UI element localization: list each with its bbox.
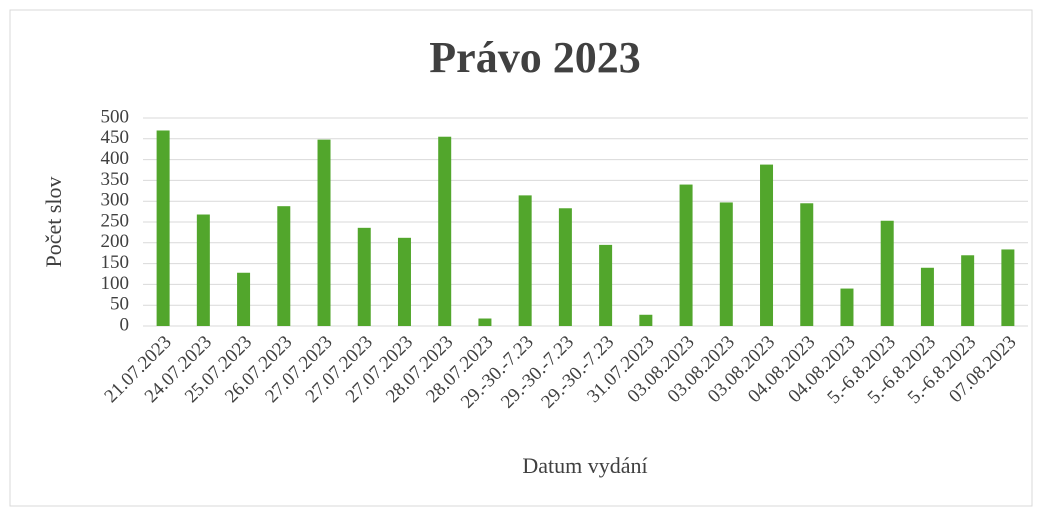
bar [237, 272, 251, 326]
x-axis-label: Datum vydání [522, 453, 647, 478]
bar [558, 208, 572, 326]
bar [518, 195, 532, 326]
bar [599, 244, 613, 326]
y-tick-label: 500 [101, 106, 130, 127]
y-tick-label: 450 [101, 127, 130, 148]
bar [639, 314, 653, 326]
bar [961, 255, 975, 326]
bar [719, 202, 733, 326]
bar [800, 203, 814, 326]
y-tick-label: 250 [101, 210, 130, 231]
bar [1001, 249, 1015, 326]
y-tick-label: 150 [101, 252, 130, 273]
bar [760, 164, 774, 326]
y-tick-label: 100 [101, 273, 130, 294]
y-tick-label: 0 [120, 314, 130, 335]
bar [840, 288, 854, 326]
bar [357, 227, 371, 326]
y-tick-label: 400 [101, 148, 130, 169]
bar [438, 136, 452, 326]
bar [397, 237, 411, 326]
bar [880, 220, 894, 326]
bar [196, 214, 210, 326]
bar [156, 130, 170, 326]
y-tick-label: 50 [110, 294, 129, 315]
bar [478, 318, 492, 326]
y-axis-label: Počet slov [41, 176, 66, 267]
bar [920, 267, 934, 326]
bar [277, 206, 291, 326]
y-tick-label: 300 [101, 190, 130, 211]
bar [317, 139, 331, 326]
y-tick-label: 350 [101, 169, 130, 190]
y-tick-label: 200 [101, 231, 130, 252]
chart-title: Právo 2023 [429, 33, 640, 82]
bar [679, 184, 693, 326]
